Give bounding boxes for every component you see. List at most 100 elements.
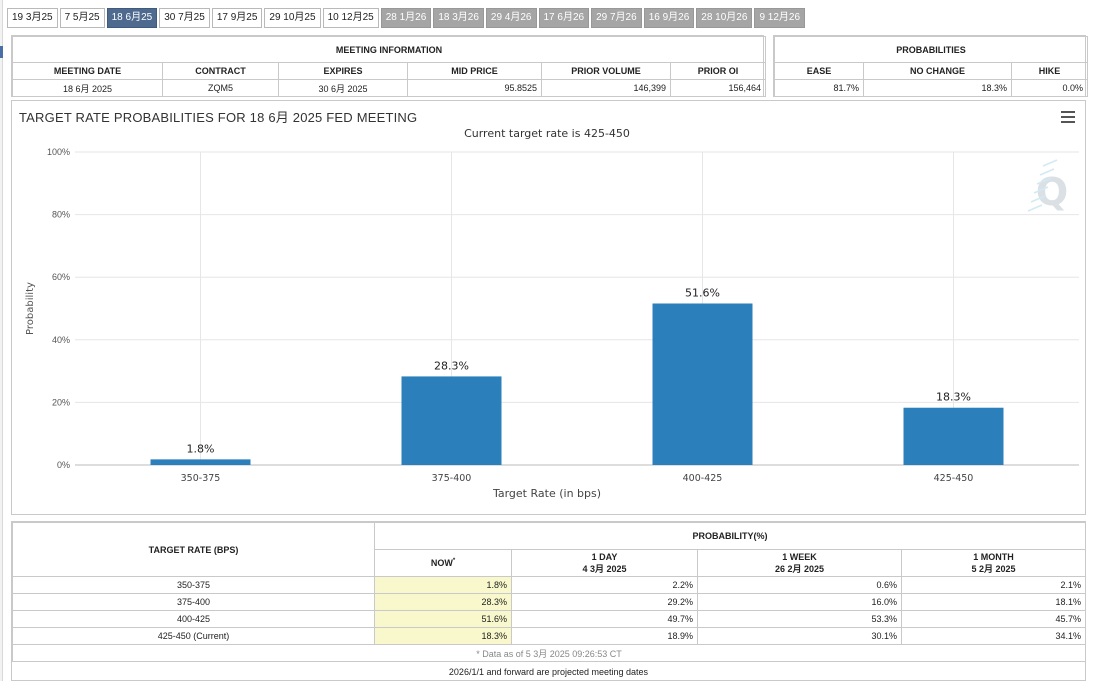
rate-cell: 425-450 (Current) <box>12 627 375 645</box>
week-cell: 53.3% <box>697 610 902 628</box>
left-edge-strip <box>0 0 3 681</box>
tab-meeting-5[interactable]: 29 10月25 <box>264 8 321 28</box>
header-now-label: NOW <box>430 558 453 568</box>
chart-title: TARGET RATE PROBABILITIES FOR 18 6月 2025… <box>19 110 418 125</box>
tab-meeting-7[interactable]: 28 1月26 <box>380 8 432 28</box>
header-1-month-date: 5 2月 2025 <box>971 563 1016 574</box>
probabilities-title: PROBABILITIES <box>774 36 1088 63</box>
day-cell: 2.2% <box>511 576 698 594</box>
header-prior-oi: PRIOR OI <box>669 62 767 80</box>
month-cell: 18.1% <box>901 593 1086 611</box>
hike-value: 0.0% <box>1011 79 1088 97</box>
bar-400-425 <box>652 303 753 465</box>
header-1-week: 1 WEEK 26 2月 2025 <box>697 549 902 577</box>
header-ease: EASE <box>774 62 864 80</box>
header-contract: CONTRACT <box>162 62 279 80</box>
tab-meeting-2[interactable]: 18 6月25 <box>106 8 158 28</box>
meeting-date-value: 18 6月 2025 <box>12 79 163 97</box>
projected-dates-footer: 2026/1/1 and forward are projected meeti… <box>448 667 649 677</box>
svg-text:Q: Q <box>1036 170 1068 214</box>
bar-425-450 <box>903 407 1004 465</box>
header-1-week-date: 26 2月 2025 <box>774 563 825 574</box>
header-1-day: 1 DAY 4 3月 2025 <box>511 549 698 577</box>
probability-bar-chart: 0% 20% 40% 60% 80% 100% 1.8% 350-375 28.3% 375-40… <box>25 127 1079 500</box>
probability-history-panel: TARGET RATE (BPS) PROBABILITY(%) NOW* 1 … <box>11 521 1086 681</box>
table-row: 425-450 (Current) 18.3% 18.9% 30.1% 34.1… <box>12 627 1086 645</box>
data-label: 51.6% <box>685 286 720 299</box>
tab-meeting-10[interactable]: 17 6月26 <box>538 8 590 28</box>
x-tick-label: 375-400 <box>432 473 472 484</box>
left-edge-marker <box>0 46 3 58</box>
header-1-month: 1 MONTH 5 2月 2025 <box>901 549 1086 577</box>
month-cell: 34.1% <box>901 627 1086 645</box>
now-cell: 28.3% <box>374 593 512 611</box>
header-probability: PROBABILITY(%) <box>374 522 1086 550</box>
data-as-of-note: * Data as of 5 3月 2025 09:26:53 CT <box>12 644 1086 662</box>
x-axis-label: Target Rate (in bps) <box>492 487 601 500</box>
header-meeting-date: MEETING DATE <box>12 62 163 80</box>
week-cell: 16.0% <box>697 593 902 611</box>
tab-meeting-12[interactable]: 16 9月26 <box>643 8 695 28</box>
tab-meeting-3[interactable]: 30 7月25 <box>159 8 210 28</box>
expires-value: 30 6月 2025 <box>278 79 408 97</box>
meeting-information-title: MEETING INFORMATION <box>11 36 767 63</box>
header-now-asterisk: * <box>452 558 456 564</box>
data-label: 1.8% <box>187 442 215 455</box>
header-1-day-date: 4 3月 2025 <box>582 563 627 574</box>
contract-value: ZQM5 <box>162 79 279 97</box>
table-row: 400-425 51.6% 49.7% 53.3% 45.7% <box>12 610 1086 628</box>
probabilities-panel: PROBABILITIES EASE NO CHANGE HIKE 81.7% … <box>773 35 1088 97</box>
tab-meeting-8[interactable]: 18 3月26 <box>433 8 484 28</box>
day-cell: 49.7% <box>511 610 698 628</box>
y-tick-label: 60% <box>52 272 70 282</box>
rate-cell: 400-425 <box>12 610 375 628</box>
data-label: 28.3% <box>434 359 469 372</box>
meeting-date-tabs: 19 3月25 7 5月25 18 6月25 30 7月25 17 9月25 29 10月… <box>7 8 806 28</box>
y-tick-label: 40% <box>52 335 70 345</box>
header-hike: HIKE <box>1011 62 1088 80</box>
tab-meeting-0[interactable]: 19 3月25 <box>7 8 58 28</box>
hamburger-menu-icon[interactable] <box>1061 111 1075 123</box>
week-cell: 0.6% <box>697 576 902 594</box>
data-label: 18.3% <box>936 391 971 404</box>
ease-value: 81.7% <box>774 79 864 97</box>
header-target-rate: TARGET RATE (BPS) <box>12 522 375 577</box>
header-1-month-label: 1 MONTH <box>973 551 1014 562</box>
tab-meeting-6[interactable]: 10 12月25 <box>322 8 379 28</box>
y-tick-label: 100% <box>47 147 70 157</box>
tab-meeting-9[interactable]: 29 4月26 <box>485 8 537 28</box>
mid-price-value: 95.8525 <box>407 79 542 97</box>
tab-meeting-11[interactable]: 29 7月26 <box>591 8 642 28</box>
chart-panel: 0% 20% 40% 60% 80% 100% 1.8% 350-375 28.3% 375-40… <box>11 100 1086 515</box>
tab-meeting-14[interactable]: 9 12月26 <box>754 8 806 28</box>
day-cell: 18.9% <box>511 627 698 645</box>
y-tick-label: 20% <box>52 397 70 407</box>
bar-350-375 <box>150 459 251 465</box>
table-row: 375-400 28.3% 29.2% 16.0% 18.1% <box>12 593 1086 611</box>
header-1-week-label: 1 WEEK <box>782 551 817 562</box>
tab-meeting-13[interactable]: 28 10月26 <box>696 8 753 28</box>
prior-volume-value: 146,399 <box>541 79 671 97</box>
no-change-value: 18.3% <box>863 79 1012 97</box>
now-cell: 1.8% <box>374 576 512 594</box>
y-axis-label: Probability <box>25 282 36 335</box>
prior-oi-value: 156,464 <box>669 79 767 97</box>
header-expires: EXPIRES <box>278 62 408 80</box>
now-cell: 18.3% <box>374 627 512 645</box>
tab-meeting-1[interactable]: 7 5月25 <box>59 8 105 28</box>
now-cell: 51.6% <box>374 610 512 628</box>
tab-meeting-4[interactable]: 17 9月25 <box>211 8 263 28</box>
q-logo-icon: Q <box>1027 159 1068 214</box>
x-tick-label: 350-375 <box>181 473 221 484</box>
week-cell: 30.1% <box>697 627 902 645</box>
rate-cell: 350-375 <box>12 576 375 594</box>
table-row: 350-375 1.8% 2.2% 0.6% 2.1% <box>12 576 1086 594</box>
month-cell: 45.7% <box>901 610 1086 628</box>
header-mid-price: MID PRICE <box>407 62 542 80</box>
header-now: NOW* <box>374 549 512 577</box>
x-tick-label: 425-450 <box>934 473 974 484</box>
y-tick-label: 80% <box>52 210 70 220</box>
month-cell: 2.1% <box>901 576 1086 594</box>
header-1-day-label: 1 DAY <box>591 551 618 562</box>
day-cell: 29.2% <box>511 593 698 611</box>
